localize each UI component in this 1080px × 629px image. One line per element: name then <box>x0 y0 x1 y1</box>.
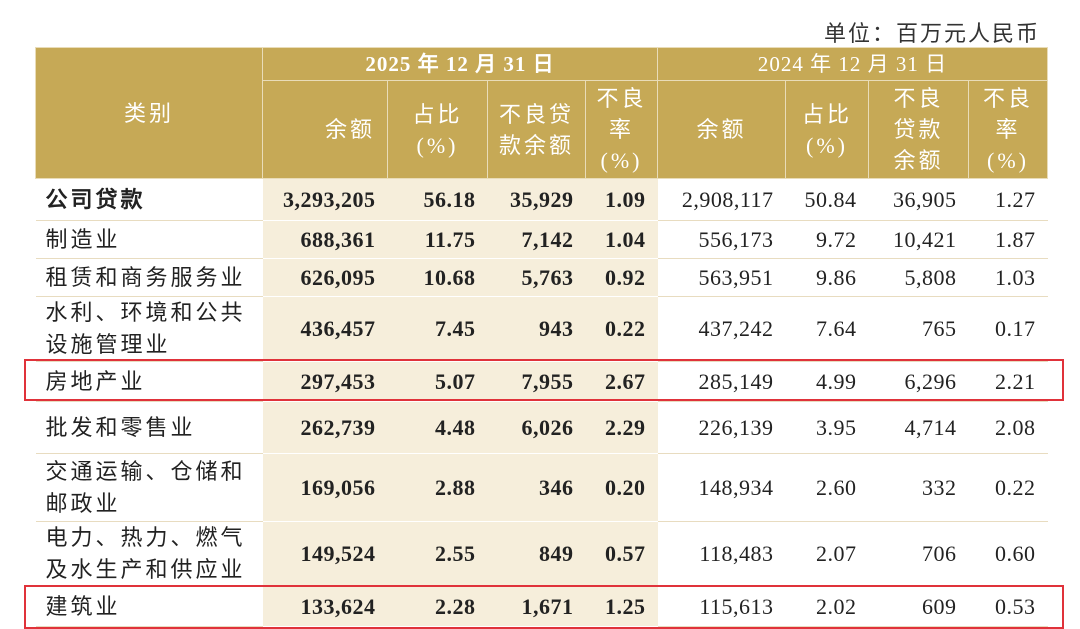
value-cell: 2.67 <box>585 361 658 402</box>
category-cell: 房地产业 <box>35 361 263 402</box>
table-row: 交通运输、仓储和邮政业 169,056 2.88 346 0.20 148,934 2.60… <box>35 453 1048 522</box>
header-column: 余额 <box>262 80 388 179</box>
value-cell: 148,934 <box>657 453 786 522</box>
value-cell: 226,139 <box>657 401 786 454</box>
value-cell: 943 <box>487 296 586 362</box>
highlight-box <box>24 585 1064 629</box>
table-row: 电力、热力、燃气及水生产和供应业 149,524 2.55 849 0.57 118,48… <box>35 521 1048 587</box>
value-cell: 2.29 <box>585 401 658 454</box>
value-cell: 0.57 <box>585 521 658 587</box>
value-cell: 5,763 <box>487 258 586 297</box>
value-cell: 0.20 <box>585 453 658 522</box>
value-cell: 9.72 <box>785 220 869 259</box>
value-cell: 332 <box>868 453 969 522</box>
value-cell: 2.08 <box>968 401 1048 454</box>
value-cell: 2.55 <box>387 521 488 587</box>
category-cell: 交通运输、仓储和邮政业 <box>35 453 263 522</box>
value-cell: 6,296 <box>868 361 969 402</box>
value-cell: 765 <box>868 296 969 362</box>
value-cell: 0.22 <box>585 296 658 362</box>
category-cell: 水利、环境和公共设施管理业 <box>35 296 263 362</box>
category-cell: 批发和零售业 <box>35 401 263 454</box>
value-cell: 1.09 <box>585 178 658 221</box>
header-year: 2024 年 12 月 31 日 <box>657 47 1048 81</box>
value-cell: 849 <box>487 521 586 587</box>
value-cell: 5.07 <box>387 361 488 402</box>
value-cell: 9.86 <box>785 258 869 297</box>
value-cell: 346 <box>487 453 586 522</box>
value-cell: 10,421 <box>868 220 969 259</box>
header-column: 不良贷款余额 <box>868 80 969 179</box>
table-row: 租赁和商务服务业 626,095 10.68 5,763 0.92 563,951 9.86… <box>35 258 1048 297</box>
header-column: 不良贷款余额 <box>487 80 586 179</box>
page: 单位：百万元人民币 类别 2025 年 12 月 31 日 2024 年 12 … <box>24 21 1064 629</box>
value-cell: 626,095 <box>262 258 388 297</box>
value-cell: 149,524 <box>262 521 388 587</box>
table-row: 公司贷款 3,293,205 56.18 35,929 1.09 2,908,117 50.… <box>35 178 1048 221</box>
value-cell: 10.68 <box>387 258 488 297</box>
value-cell: 297,453 <box>262 361 388 402</box>
header-year: 2025 年 12 月 31 日 <box>262 47 658 81</box>
value-cell: 4.99 <box>785 361 869 402</box>
category-cell: 制造业 <box>35 220 263 259</box>
value-cell: 262,739 <box>262 401 388 454</box>
value-cell: 35,929 <box>487 178 586 221</box>
value-cell: 3,293,205 <box>262 178 388 221</box>
value-cell: 0.92 <box>585 258 658 297</box>
table-body: 公司贷款 3,293,205 56.18 35,929 1.09 2,908,117 50.… <box>35 178 1048 627</box>
header-column: 占比 (%) <box>785 80 869 179</box>
value-cell: 7.64 <box>785 296 869 362</box>
table-row: 水利、环境和公共设施管理业 436,457 7.45 943 0.22 437,242 7.… <box>35 296 1048 362</box>
value-cell: 0.60 <box>968 521 1048 587</box>
category-cell: 租赁和商务服务业 <box>35 258 263 297</box>
value-cell: 688,361 <box>262 220 388 259</box>
category-cell: 电力、热力、燃气及水生产和供应业 <box>35 521 263 587</box>
table-row: 制造业 688,361 11.75 7,142 1.04 556,173 9.72 10,42… <box>35 220 1048 259</box>
value-cell: 0.17 <box>968 296 1048 362</box>
value-cell: 7,142 <box>487 220 586 259</box>
header-column: 余额 <box>657 80 786 179</box>
value-cell: 6,026 <box>487 401 586 454</box>
header-category: 类别 <box>35 47 263 179</box>
value-cell: 7,955 <box>487 361 586 402</box>
highlight-box <box>24 359 1064 401</box>
value-cell: 3.95 <box>785 401 869 454</box>
header-column: 不良率 (%) <box>585 80 658 179</box>
value-cell: 1.87 <box>968 220 1048 259</box>
header-column: 占比 (%) <box>387 80 488 179</box>
table-row: 批发和零售业 262,739 4.48 6,026 2.29 226,139 3.95 4,7… <box>35 401 1048 454</box>
value-cell: 1.03 <box>968 258 1048 297</box>
value-cell: 118,483 <box>657 521 786 587</box>
value-cell: 4.48 <box>387 401 488 454</box>
header-column: 不良率 (%) <box>968 80 1048 179</box>
value-cell: 2.88 <box>387 453 488 522</box>
value-cell: 436,457 <box>262 296 388 362</box>
value-cell: 1.04 <box>585 220 658 259</box>
value-cell: 11.75 <box>387 220 488 259</box>
value-cell: 2.21 <box>968 361 1048 402</box>
value-cell: 2.07 <box>785 521 869 587</box>
value-cell: 706 <box>868 521 969 587</box>
value-cell: 50.84 <box>785 178 869 221</box>
value-cell: 2,908,117 <box>657 178 786 221</box>
unit-label: 单位：百万元人民币 <box>823 21 1040 46</box>
value-cell: 556,173 <box>657 220 786 259</box>
value-cell: 0.22 <box>968 453 1048 522</box>
value-cell: 1.27 <box>968 178 1048 221</box>
value-cell: 169,056 <box>262 453 388 522</box>
category-cell: 公司贷款 <box>35 178 263 221</box>
value-cell: 563,951 <box>657 258 786 297</box>
loan-table: 类别 2025 年 12 月 31 日 2024 年 12 月 31 日 余额 … <box>35 47 1048 627</box>
value-cell: 7.45 <box>387 296 488 362</box>
value-cell: 5,808 <box>868 258 969 297</box>
value-cell: 437,242 <box>657 296 786 362</box>
value-cell: 56.18 <box>387 178 488 221</box>
value-cell: 4,714 <box>868 401 969 454</box>
value-cell: 285,149 <box>657 361 786 402</box>
value-cell: 2.60 <box>785 453 869 522</box>
value-cell: 36,905 <box>868 178 969 221</box>
table-row: 房地产业 297,453 5.07 7,955 2.67 285,149 4.99 6,296… <box>35 361 1048 402</box>
